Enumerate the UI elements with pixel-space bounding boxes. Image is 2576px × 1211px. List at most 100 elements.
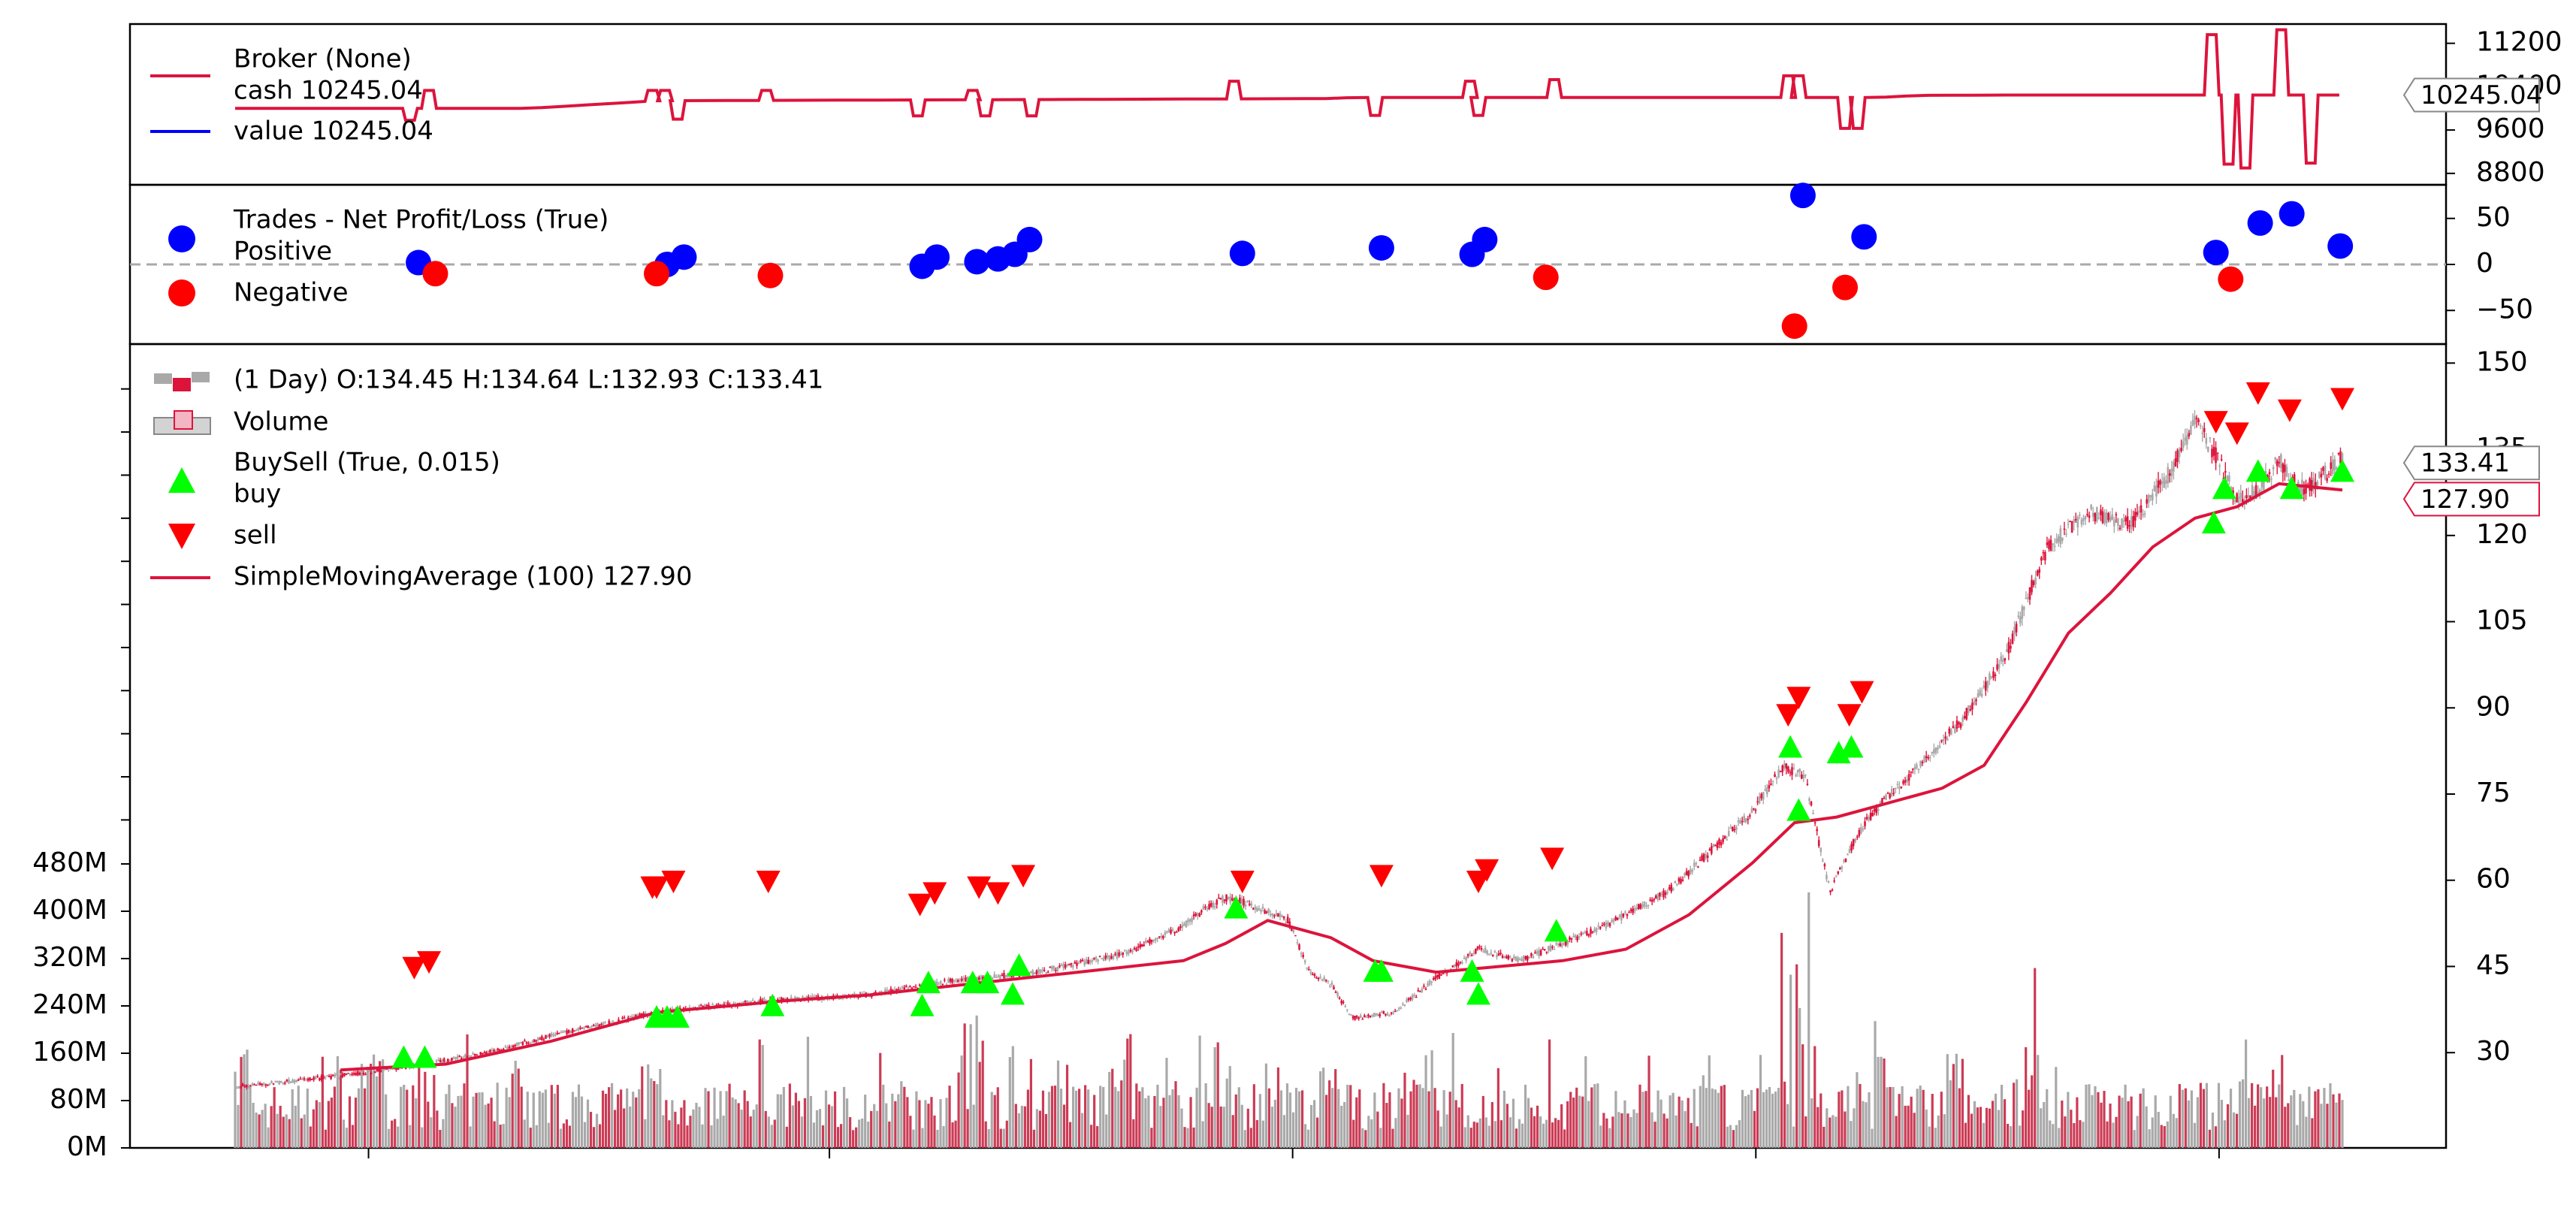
volume-bar [1994,1093,1998,1148]
candle-body [1286,917,1289,923]
candle-body [2173,461,2175,472]
volume-bar [1433,1088,1436,1148]
candle-body [1129,950,1132,952]
candle-body [897,989,900,990]
volume-bar [1940,1092,1943,1148]
cash-legend-label: cash 10245.04 [234,76,423,106]
candle-body [1777,769,1780,778]
candle-body [1411,995,1414,1000]
volume-bar [312,1109,315,1148]
candle-body [1559,943,1561,947]
candle-body [272,1083,275,1085]
volume-bar [261,1110,264,1148]
trades-layer [130,183,2446,340]
candle-body [542,1039,545,1041]
candle-body [1327,980,1330,982]
volume-bar [978,1062,981,1148]
candle-body [1758,796,1761,804]
candle-body [1365,1016,1368,1019]
candle-body [1921,762,1924,763]
candle-body [1961,717,1964,722]
volume-bar [1273,1099,1277,1148]
candle-body [1285,922,1287,923]
candle-body [1196,913,1199,917]
candle-body [240,1086,242,1089]
volume-bar [2320,1104,2323,1148]
candle-body [1674,881,1677,883]
volume-bar [2028,1089,2031,1148]
volume-bar [481,1092,484,1148]
candle-body [1243,898,1245,906]
volume-bar [445,1094,448,1148]
candle-body [1856,836,1859,838]
candle-body [1685,871,1688,875]
candle-body [2312,478,2315,491]
volume-bar [1593,1084,1596,1148]
candle-body [1548,946,1550,951]
candle-body [1603,923,1605,926]
volume-bar [1554,1118,1557,1148]
tag-box [2402,77,2540,113]
volume-bar [839,1124,843,1148]
volume-bar [969,1024,972,1148]
volume-bar [996,1087,999,1148]
candle-body [1660,893,1663,895]
candle-body [757,999,760,1002]
buy-marker [666,1005,690,1028]
candle-body [1022,975,1025,977]
volume-bar [1545,1119,1548,1148]
candle-body [264,1084,267,1086]
candle-body [2178,448,2181,458]
volume-bar [990,1092,993,1148]
candle-body [2209,437,2212,439]
candle-body [2055,539,2058,543]
volume-bar [677,1124,680,1148]
candle-body [1041,969,1043,971]
candle-body [1712,844,1715,847]
volume-bar [1135,1083,1138,1148]
volume-bar [457,1095,460,1148]
volume-bar [562,1123,566,1148]
volume-bar [1017,1113,1020,1148]
candle-body [1346,1009,1348,1011]
candle-body [1925,756,1928,758]
volume-bar [360,1064,364,1148]
candle-body [962,977,965,980]
volume-bar [1418,1084,1421,1148]
candle-body [301,1079,304,1080]
candle-body [938,983,941,985]
volume-bar [1696,1126,1699,1148]
candle-body [2322,467,2324,471]
candle-legend-down [173,378,191,391]
volume-bar [1165,1058,1168,1148]
sell-marker [756,871,781,894]
candle-body [503,1049,505,1051]
volume-bar [686,1125,689,1148]
buysell-legend-title: BuySell (True, 0.015) [234,448,500,478]
candle-body [1928,756,1931,759]
volume-bar [541,1092,544,1148]
volume-tick-label: 320M [32,942,107,973]
candle-body [2023,606,2025,610]
volume-bar [1246,1108,1249,1148]
candle-body [1565,941,1567,946]
candle-body [2142,514,2144,516]
candle-body [2233,500,2236,503]
candle-body [1517,957,1519,962]
candle-body [1139,944,1141,948]
candle-body [1154,938,1157,941]
candle-body [1472,953,1475,954]
broker-layer [235,28,2339,170]
candle-body [1528,957,1531,959]
candle-body [1062,963,1065,968]
candle-body [2130,516,2133,530]
volume-bar [1759,1055,1762,1148]
volume-bar [1379,1128,1382,1148]
volume-bar [1829,1117,1832,1148]
candle-body [515,1043,518,1046]
volume-bar [2275,1097,2278,1148]
candle-body [257,1083,259,1085]
candle-body [1710,846,1713,854]
positive-trade-dot [1851,224,1877,250]
